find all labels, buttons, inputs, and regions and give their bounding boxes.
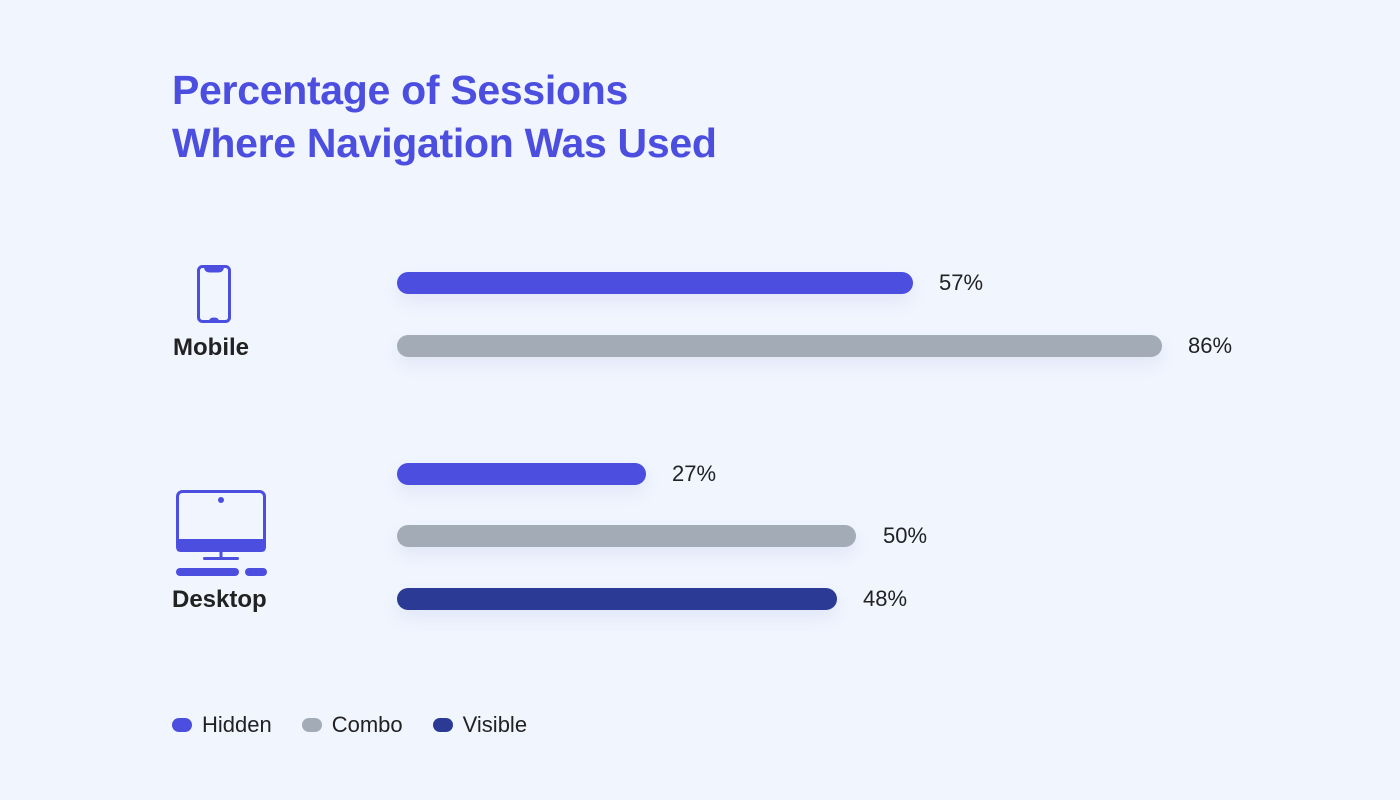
legend-item-hidden: Hidden — [172, 712, 272, 738]
chart-title: Percentage of Sessions Where Navigation … — [172, 64, 717, 170]
legend-item-visible: Visible — [432, 712, 528, 738]
value-mobile-hidden: 57% — [939, 270, 984, 295]
legend-swatch-visible — [432, 718, 453, 732]
legend-swatch-combo — [301, 718, 322, 732]
mobile-phone-icon — [197, 265, 231, 323]
legend-label-hidden: Hidden — [202, 712, 272, 737]
legend-swatch-hidden — [172, 718, 192, 732]
legend-label-combo: Combo — [331, 712, 403, 737]
bar-desktop-visible — [397, 588, 837, 610]
value-desktop-combo: 50% — [883, 523, 928, 548]
group-label-desktop: Desktop — [172, 586, 267, 613]
desktop-monitor-icon — [176, 490, 267, 576]
legend-label-visible: Visible — [462, 712, 528, 737]
value-desktop-hidden: 27% — [672, 461, 717, 486]
chart-title-line-1: Percentage of Sessions — [172, 67, 628, 113]
group-label-mobile: Mobile — [173, 334, 249, 361]
legend-item-combo: Combo — [301, 712, 403, 738]
bar-mobile-hidden — [397, 272, 913, 294]
legend: Hidden Combo Visible — [172, 712, 557, 738]
value-desktop-visible: 48% — [863, 586, 908, 611]
bar-desktop-combo — [397, 525, 856, 547]
bar-desktop-hidden — [397, 463, 646, 485]
value-mobile-combo: 86% — [1188, 333, 1233, 358]
bar-mobile-combo — [397, 335, 1162, 357]
chart-title-line-2: Where Navigation Was Used — [172, 120, 717, 166]
